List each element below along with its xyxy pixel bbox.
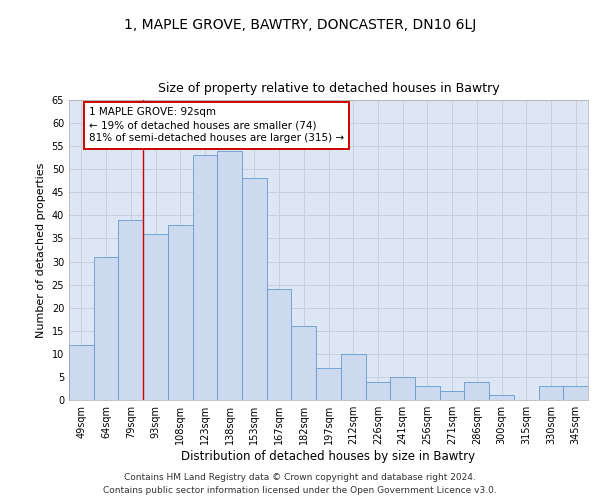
Bar bbox=[94, 257, 118, 400]
Bar bbox=[464, 382, 489, 400]
Bar bbox=[563, 386, 588, 400]
Bar bbox=[193, 156, 217, 400]
Text: Contains HM Land Registry data © Crown copyright and database right 2024.: Contains HM Land Registry data © Crown c… bbox=[124, 474, 476, 482]
Bar bbox=[69, 344, 94, 400]
Text: Contains public sector information licensed under the Open Government Licence v3: Contains public sector information licen… bbox=[103, 486, 497, 495]
X-axis label: Distribution of detached houses by size in Bawtry: Distribution of detached houses by size … bbox=[181, 450, 476, 463]
Bar bbox=[440, 391, 464, 400]
Bar bbox=[242, 178, 267, 400]
Title: Size of property relative to detached houses in Bawtry: Size of property relative to detached ho… bbox=[158, 82, 499, 94]
Bar bbox=[539, 386, 563, 400]
Bar bbox=[292, 326, 316, 400]
Bar bbox=[341, 354, 365, 400]
Text: 1 MAPLE GROVE: 92sqm
← 19% of detached houses are smaller (74)
81% of semi-detac: 1 MAPLE GROVE: 92sqm ← 19% of detached h… bbox=[89, 107, 344, 144]
Text: 1, MAPLE GROVE, BAWTRY, DONCASTER, DN10 6LJ: 1, MAPLE GROVE, BAWTRY, DONCASTER, DN10 … bbox=[124, 18, 476, 32]
Bar bbox=[365, 382, 390, 400]
Bar bbox=[316, 368, 341, 400]
Y-axis label: Number of detached properties: Number of detached properties bbox=[36, 162, 46, 338]
Bar bbox=[415, 386, 440, 400]
Bar bbox=[118, 220, 143, 400]
Bar bbox=[143, 234, 168, 400]
Bar bbox=[390, 377, 415, 400]
Bar bbox=[217, 151, 242, 400]
Bar bbox=[489, 396, 514, 400]
Bar bbox=[267, 289, 292, 400]
Bar bbox=[168, 224, 193, 400]
